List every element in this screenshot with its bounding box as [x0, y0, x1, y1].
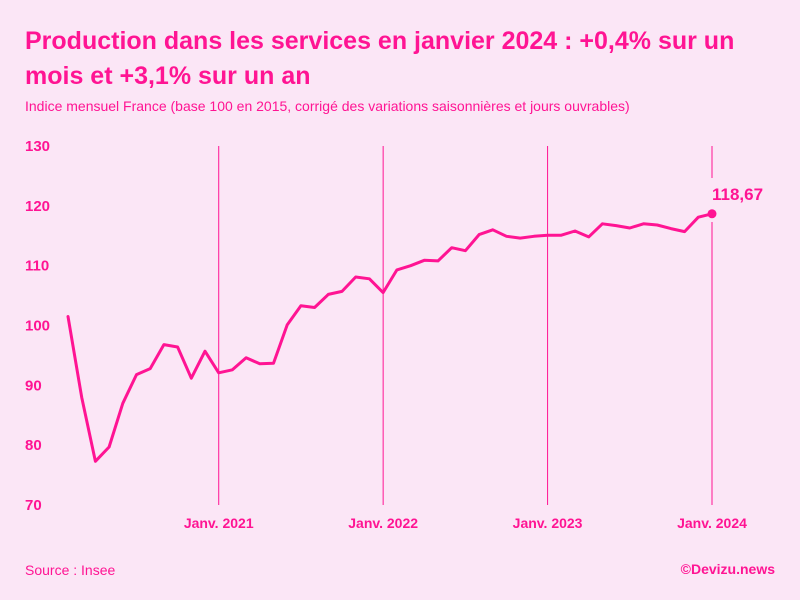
series-layer: 118,67	[66, 185, 763, 463]
x-axis: Janv. 2021 Janv. 2022 Janv. 2023 Janv. 2024	[184, 515, 747, 531]
y-tick-label: 90	[25, 377, 42, 394]
x-tick-label: Janv. 2023	[513, 515, 583, 531]
gridlines	[218, 146, 713, 505]
chart-title: Production dans les services en janvier …	[25, 27, 735, 90]
source-note: Source : Insee	[25, 562, 116, 578]
y-tick-label: 100	[25, 318, 50, 335]
y-tick-label: 120	[25, 198, 50, 215]
x-tick-label: Janv. 2022	[348, 515, 418, 531]
y-tick-label: 80	[25, 437, 42, 454]
y-tick-label: 130	[25, 138, 50, 155]
y-axis: 70 80 90 100 110 120 130	[25, 138, 50, 514]
end-point-marker	[707, 209, 717, 219]
series-line	[66, 212, 714, 463]
chart-subtitle: Indice mensuel France (base 100 en 2015,…	[25, 98, 630, 114]
credit-label: ©Devizu.news	[680, 561, 775, 577]
end-value-label: 118,67	[712, 185, 763, 204]
y-tick-label: 110	[25, 258, 49, 275]
y-tick-label: 70	[25, 497, 42, 514]
x-tick-label: Janv. 2024	[677, 515, 747, 531]
x-tick-label: Janv. 2021	[184, 515, 254, 531]
